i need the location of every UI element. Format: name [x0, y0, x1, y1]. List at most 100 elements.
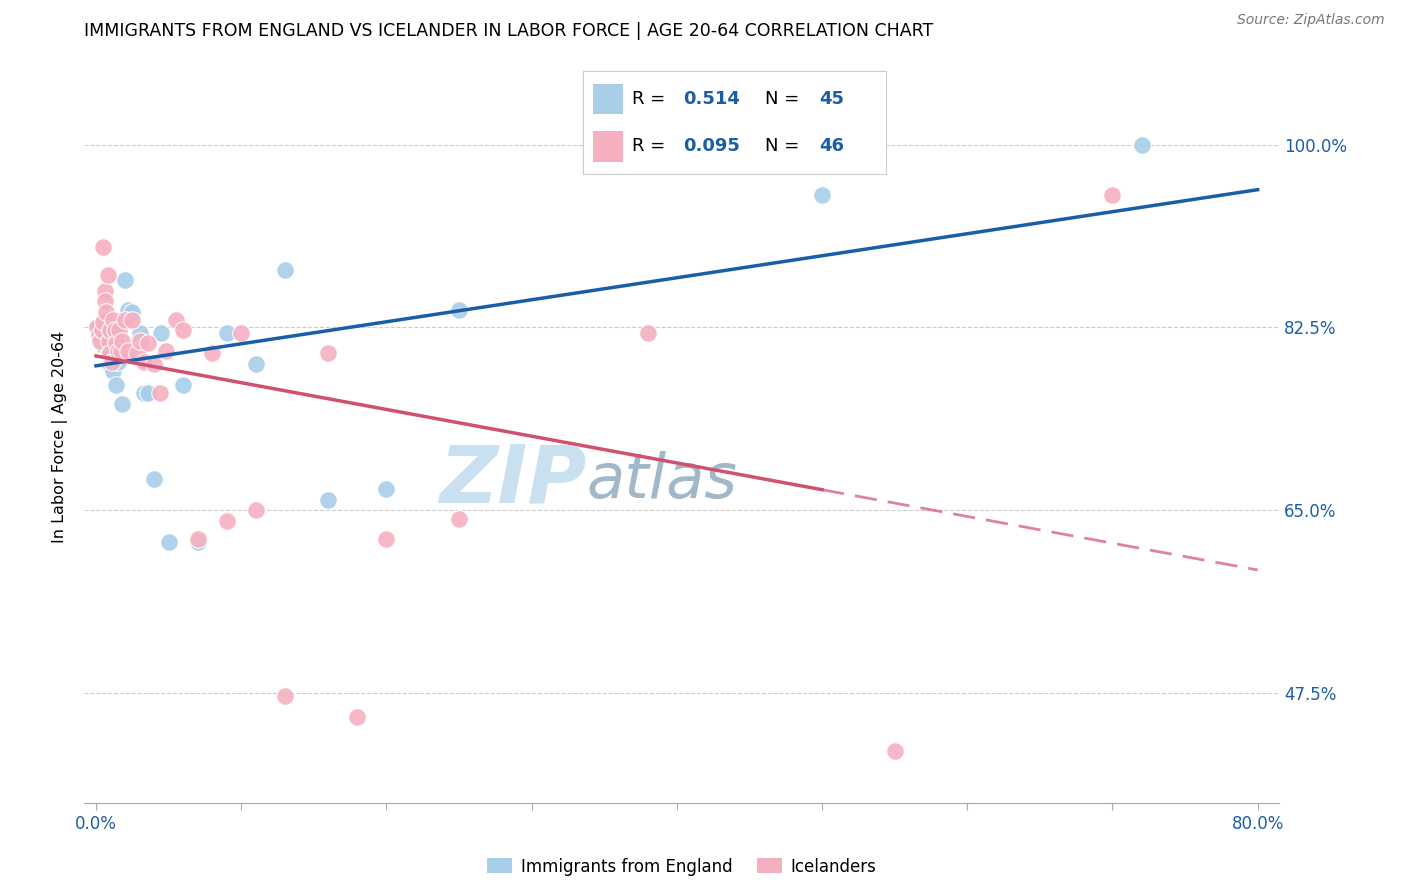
Y-axis label: In Labor Force | Age 20-64: In Labor Force | Age 20-64: [52, 331, 69, 543]
Bar: [592, 84, 623, 114]
Point: [187, 533, 209, 547]
Point: [94, 334, 117, 348]
Point: [1130, 137, 1153, 152]
Point: [447, 511, 470, 525]
Point: [117, 302, 139, 317]
Point: [91, 338, 114, 352]
Point: [103, 364, 125, 378]
Text: R =: R =: [631, 90, 671, 108]
Point: [104, 324, 127, 338]
Point: [86, 320, 108, 334]
Point: [90, 324, 112, 338]
Text: 0.514: 0.514: [683, 90, 740, 108]
Point: [136, 386, 159, 401]
Point: [91, 315, 114, 329]
Point: [187, 534, 209, 549]
Point: [98, 334, 121, 348]
Point: [97, 268, 120, 282]
Point: [100, 357, 122, 371]
Point: [90, 326, 112, 340]
Point: [100, 324, 122, 338]
Point: [86, 320, 108, 334]
Point: [143, 472, 166, 486]
Point: [103, 313, 125, 327]
Point: [89, 334, 111, 348]
Point: [93, 324, 115, 338]
Point: [111, 397, 134, 411]
Point: [201, 346, 224, 360]
Point: [108, 343, 131, 358]
Bar: [592, 131, 623, 161]
Point: [637, 326, 659, 340]
Point: [121, 304, 143, 318]
Text: atlas: atlas: [586, 451, 737, 511]
Point: [318, 346, 340, 360]
Point: [128, 326, 150, 340]
Point: [107, 344, 129, 359]
Point: [172, 377, 194, 392]
Point: [98, 346, 121, 360]
Text: Source: ZipAtlas.com: Source: ZipAtlas.com: [1237, 13, 1385, 28]
Point: [100, 324, 122, 338]
Point: [107, 355, 129, 369]
Point: [105, 336, 128, 351]
Point: [114, 313, 136, 327]
Point: [136, 336, 159, 351]
Text: ZIP: ZIP: [439, 442, 586, 520]
Point: [87, 324, 110, 338]
Point: [125, 346, 148, 360]
Point: [231, 326, 253, 340]
Point: [447, 302, 470, 317]
Point: [105, 377, 128, 392]
Point: [150, 326, 173, 340]
Point: [104, 324, 127, 338]
Point: [318, 492, 340, 507]
Point: [93, 331, 115, 345]
Point: [94, 304, 117, 318]
Point: [274, 690, 297, 704]
Point: [114, 273, 136, 287]
Point: [110, 313, 132, 327]
Point: [132, 355, 155, 369]
Point: [89, 331, 111, 345]
Point: [125, 346, 148, 360]
Point: [90, 334, 112, 348]
Point: [110, 344, 132, 359]
Point: [128, 334, 150, 348]
Point: [91, 240, 114, 254]
Legend: Immigrants from England, Icelanders: Immigrants from England, Icelanders: [481, 851, 883, 882]
Point: [165, 313, 187, 327]
Point: [108, 324, 131, 338]
Point: [155, 344, 177, 359]
Point: [245, 503, 267, 517]
Text: IMMIGRANTS FROM ENGLAND VS ICELANDER IN LABOR FORCE | AGE 20-64 CORRELATION CHAR: IMMIGRANTS FROM ENGLAND VS ICELANDER IN …: [84, 22, 934, 40]
Text: R =: R =: [631, 137, 671, 155]
Point: [172, 324, 194, 338]
Text: N =: N =: [765, 137, 804, 155]
Point: [346, 710, 368, 724]
Text: N =: N =: [765, 90, 804, 108]
Point: [97, 319, 120, 334]
Point: [100, 346, 122, 360]
Point: [215, 514, 238, 528]
Point: [375, 483, 398, 497]
Text: 45: 45: [820, 90, 844, 108]
Point: [91, 315, 114, 329]
Point: [157, 534, 180, 549]
Point: [245, 357, 267, 371]
Point: [101, 334, 124, 348]
Point: [883, 743, 905, 757]
Point: [1101, 187, 1123, 202]
Point: [87, 327, 110, 342]
Point: [97, 327, 120, 342]
Text: 0.095: 0.095: [683, 137, 740, 155]
Point: [117, 344, 139, 359]
Point: [94, 320, 117, 334]
Point: [274, 263, 297, 277]
Point: [121, 313, 143, 327]
Point: [811, 187, 834, 202]
Point: [111, 334, 134, 348]
Point: [93, 294, 115, 309]
Point: [101, 355, 124, 369]
Point: [149, 386, 172, 401]
